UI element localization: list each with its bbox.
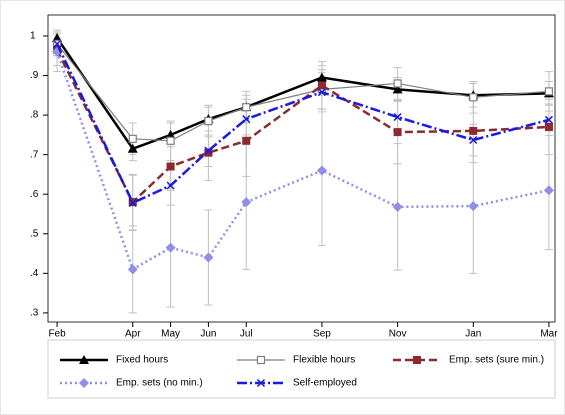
legend-marker (256, 355, 266, 365)
marker (316, 72, 327, 82)
legend-label: Emp. sets (sure min.) (449, 355, 544, 366)
legend-label: Emp. sets (no min.) (116, 378, 203, 389)
x-tick-label: Jul (240, 329, 253, 340)
marker (316, 165, 327, 176)
marker (166, 136, 175, 145)
marker (544, 115, 553, 124)
legend-marker (79, 378, 89, 388)
marker (127, 264, 138, 275)
x-tick-label: Feb (48, 329, 66, 340)
marker (128, 134, 137, 143)
y-tick-label: .4 (30, 268, 39, 279)
marker (469, 93, 478, 102)
marker (543, 185, 554, 196)
marker (544, 87, 554, 96)
marker (469, 135, 478, 145)
marker (393, 113, 402, 122)
x-tick-label: Sep (313, 329, 331, 340)
marker (242, 115, 251, 124)
marker (393, 128, 402, 137)
marker (468, 201, 479, 212)
marker (204, 116, 213, 126)
marker (392, 84, 403, 94)
y-tick-label: .6 (30, 189, 39, 200)
x-tick-label: Jun (200, 329, 216, 340)
marker (317, 88, 326, 97)
legend-label: Flexible hours (293, 355, 355, 366)
legend-label: Self-employed (293, 378, 357, 389)
marker (204, 146, 213, 155)
x-tick-label: Nov (389, 329, 407, 340)
marker (203, 252, 214, 263)
y-tick-label: .7 (30, 149, 39, 160)
marker (165, 242, 176, 253)
x-tick-label: Jan (465, 329, 481, 340)
y-tick-label: .9 (30, 70, 39, 81)
marker (127, 143, 138, 153)
legend-marker (413, 356, 421, 364)
marker (393, 79, 402, 88)
legend-frame (47, 339, 556, 399)
x-tick-label: Mar (540, 329, 558, 340)
marker (392, 201, 403, 212)
marker (52, 32, 63, 42)
marker (128, 198, 137, 207)
marker (166, 181, 175, 190)
series-line (55, 43, 550, 205)
marker (242, 103, 251, 112)
y-tick-label: .3 (30, 308, 39, 319)
y-tick-label: 1 (30, 31, 36, 42)
plot-frame (47, 14, 556, 323)
y-tick-label: .8 (30, 110, 39, 121)
legend-marker (79, 355, 89, 364)
marker (242, 136, 251, 145)
marker (166, 162, 175, 171)
legend-label: Fixed hours (116, 355, 168, 366)
marker (165, 129, 176, 139)
marker (469, 126, 478, 135)
marker (204, 148, 213, 157)
marker (241, 197, 252, 208)
legend-marker (256, 378, 266, 388)
x-tick-label: May (161, 329, 180, 340)
x-tick-label: Apr (125, 329, 141, 340)
marker (544, 122, 553, 131)
marker (317, 81, 326, 90)
marker (53, 39, 62, 48)
y-tick-label: .5 (30, 228, 39, 239)
